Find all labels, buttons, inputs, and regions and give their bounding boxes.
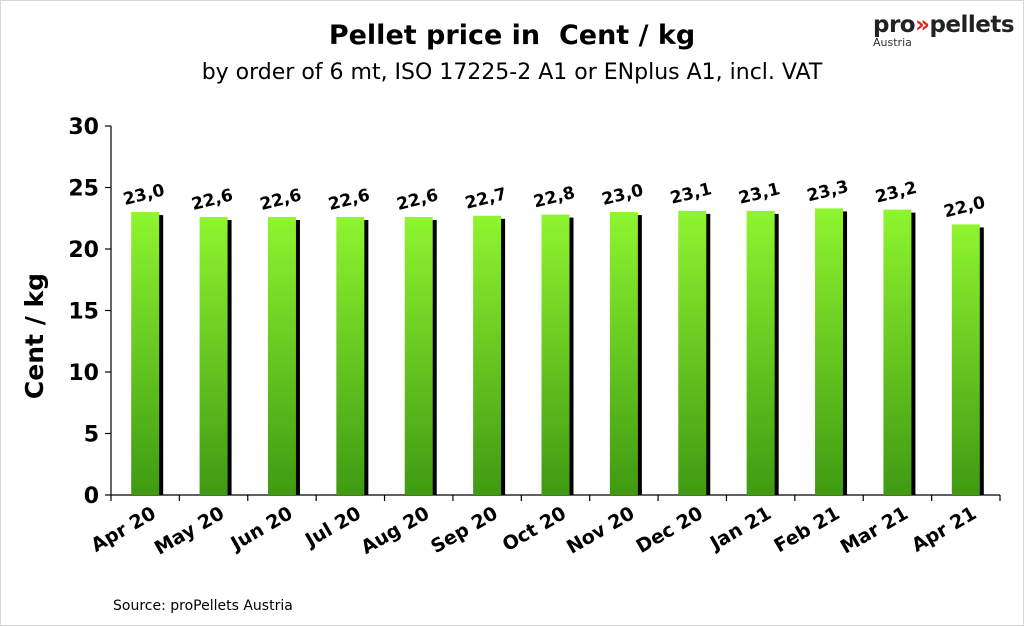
y-tick-label: 0	[84, 484, 99, 509]
bar	[951, 224, 980, 495]
logo-prefix: pro	[873, 12, 916, 38]
y-tick-label: 20	[68, 238, 99, 263]
y-tick-label: 15	[68, 300, 99, 325]
bar	[336, 217, 365, 495]
x-tick-label: Jul 20	[300, 502, 365, 552]
logo-wordmark: pro»pellets	[873, 12, 1015, 38]
bar	[609, 212, 638, 495]
bar	[746, 210, 775, 495]
data-label: 22,6	[258, 185, 304, 215]
bars	[131, 208, 984, 496]
logo-suffix: pellets	[929, 12, 1015, 38]
bar	[404, 217, 433, 495]
logo-region: Austria	[873, 36, 912, 49]
data-label: 22,8	[532, 183, 578, 213]
bar	[883, 209, 912, 495]
bar	[267, 217, 296, 495]
data-label: 22,6	[326, 185, 372, 215]
data-label: 23,0	[600, 180, 646, 210]
data-label: 23,2	[873, 178, 919, 208]
data-label: 23,1	[737, 179, 783, 209]
bar	[541, 214, 570, 495]
y-tick-label: 10	[68, 361, 99, 386]
x-tick-label: May 20	[151, 502, 228, 559]
data-label: 23,3	[805, 177, 851, 207]
x-tick-label: Feb 21	[770, 502, 843, 557]
y-tick-label: 25	[68, 177, 99, 202]
x-tick-label: Jun 20	[226, 502, 297, 556]
bar	[473, 215, 502, 496]
chart-subtitle: by order of 6 mt, ISO 17225-2 A1 or ENpl…	[201, 60, 823, 85]
x-tick-label: Sep 20	[427, 502, 501, 558]
y-tick-label: 5	[84, 423, 99, 448]
bar	[815, 208, 844, 495]
bar	[199, 217, 228, 495]
data-label: 23,0	[121, 180, 167, 210]
data-label: 22,6	[395, 185, 441, 215]
x-tick-label: Dec 20	[633, 502, 707, 558]
source-note: Source: proPellets Austria	[113, 598, 293, 614]
data-label: 22,0	[942, 193, 988, 223]
x-tick-label: Apr 21	[908, 502, 980, 556]
data-label: 22,6	[190, 185, 236, 215]
x-tick-label: Mar 21	[837, 502, 912, 558]
logo: pro»pellets Austria	[873, 12, 1015, 49]
bar	[678, 210, 707, 495]
y-tick-label: 30	[68, 115, 99, 140]
x-tick-label: Jan 21	[705, 502, 775, 555]
chart-title: Pellet price in Cent / kg	[328, 20, 696, 51]
data-label: 22,7	[463, 184, 509, 214]
x-tick-label: Apr 20	[87, 502, 159, 556]
x-tick-label: Nov 20	[563, 502, 638, 558]
data-label: 23,1	[668, 179, 714, 209]
x-tick-label: Aug 20	[357, 502, 433, 558]
x-tick-label: Oct 20	[499, 502, 570, 556]
logo-arrows: »	[915, 12, 930, 38]
bar	[131, 212, 160, 495]
